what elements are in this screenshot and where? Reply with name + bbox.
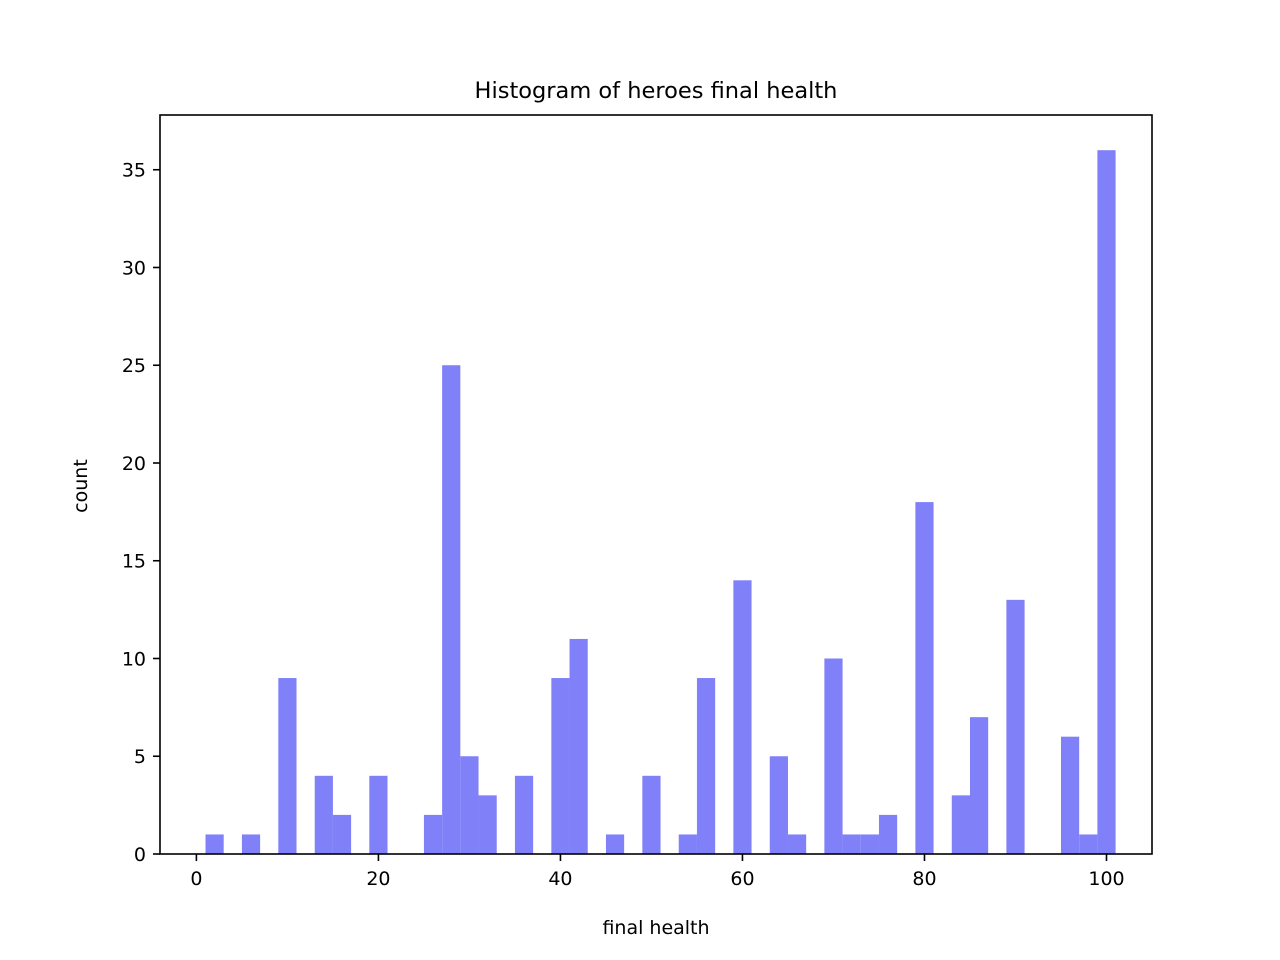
histogram-bar [642,775,661,854]
y-tick-label: 35 [122,160,146,182]
histogram-bar [369,775,388,854]
y-tick-label: 15 [122,551,146,573]
histogram-bar [1060,736,1080,854]
histogram-bar [678,834,697,854]
x-axis-ticks: 0 20 40 60 80 100 [190,854,1125,890]
y-tick-label: 20 [122,453,146,475]
y-axis-ticks: 0 5 10 15 20 25 30 35 [122,160,160,866]
histogram-bar [842,834,861,854]
histogram-bar [969,717,989,854]
histogram-bar [605,834,625,854]
histogram-bar [1097,150,1116,854]
y-axis-label: count [70,459,92,513]
x-tick-label: 60 [730,868,754,890]
histogram-bar [769,756,788,854]
histogram-bar [514,775,534,854]
histogram-bar [787,834,807,854]
x-axis-label: final health [602,917,709,939]
x-tick-label: 40 [548,868,572,890]
histogram-bar [551,678,570,854]
histogram-bar [1079,834,1098,854]
x-tick-label: 80 [912,868,936,890]
y-tick-label: 10 [122,648,146,670]
x-tick-label: 100 [1088,868,1124,890]
histogram-bar [478,795,497,854]
histogram-bar [951,795,970,854]
y-tick-label: 0 [134,844,146,866]
y-tick-label: 25 [122,355,146,377]
histogram-bar [569,638,588,854]
histogram-bar [878,814,898,854]
histogram-bar [423,814,443,854]
y-tick-label: 30 [122,257,146,279]
histogram-bar [278,678,297,854]
histogram-bar [733,580,752,854]
chart-title: Histogram of heroes final health [475,78,838,104]
histogram-bar [332,814,352,854]
y-tick-label: 5 [134,746,146,768]
histogram-bar [824,658,843,854]
bars-group [205,150,1116,854]
x-tick-label: 0 [190,868,202,890]
histogram-bar [442,365,461,854]
histogram-bar [696,678,716,854]
plot-frame [159,114,1153,855]
histogram-bar [915,502,934,854]
histogram-bar [1006,599,1025,854]
histogram-bar [460,756,479,854]
histogram-bar [860,834,879,854]
histogram-bar [314,775,333,854]
histogram-bar [205,834,224,854]
x-tick-label: 20 [366,868,390,890]
histogram-bar [241,834,261,854]
